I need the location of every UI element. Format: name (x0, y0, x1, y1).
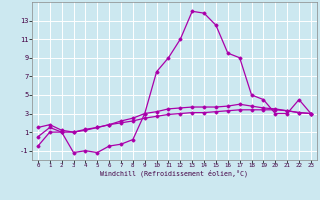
X-axis label: Windchill (Refroidissement éolien,°C): Windchill (Refroidissement éolien,°C) (100, 170, 248, 177)
